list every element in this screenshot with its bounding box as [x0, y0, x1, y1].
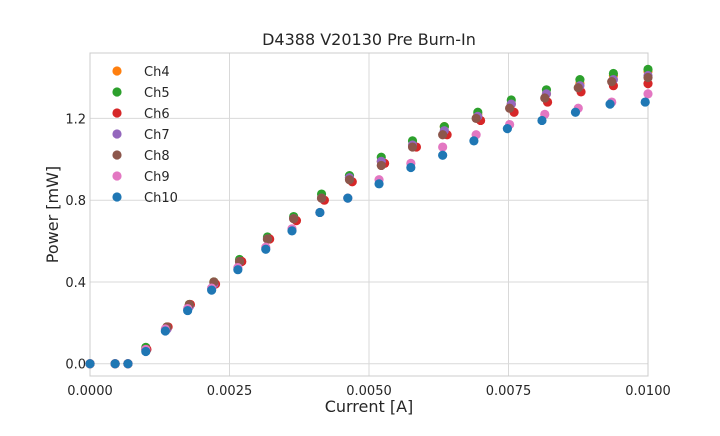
data-point: [438, 142, 448, 152]
data-point: [406, 162, 416, 173]
data-points: [85, 64, 653, 369]
data-point: [207, 285, 217, 295]
x-tick-label: 0.0050: [346, 384, 392, 399]
series-ch10: [85, 97, 650, 369]
x-tick-labels: 0.0000 0.0025 0.0050 0.0075 0.0100: [67, 384, 671, 399]
data-point: [540, 93, 550, 103]
legend-marker: [112, 87, 122, 97]
x-tick-label: 0.0075: [486, 384, 532, 399]
legend-marker: [112, 129, 122, 139]
data-point: [374, 179, 384, 189]
data-point: [289, 213, 299, 224]
data-point: [262, 234, 273, 244]
y-tick-label: 1.2: [65, 112, 86, 127]
legend-marker: [112, 66, 122, 76]
data-point: [570, 107, 581, 117]
data-point: [573, 83, 583, 93]
data-point: [287, 226, 297, 236]
plot-border: [89, 52, 649, 377]
data-point: [123, 359, 133, 369]
data-point: [643, 72, 653, 83]
legend-label: Ch6: [144, 107, 170, 122]
legend-marker: [112, 108, 122, 118]
x-tick-label: 0.0025: [207, 384, 253, 399]
legend-marker: [112, 171, 122, 181]
data-point: [315, 207, 325, 218]
x-axis-label: Current [A]: [325, 397, 414, 416]
data-point: [316, 193, 327, 203]
legend-label: Ch4: [144, 65, 170, 80]
legend-marker: [112, 192, 122, 202]
y-tick-labels: 0.0 0.4 0.8 1.2: [65, 112, 86, 372]
data-point: [85, 359, 95, 369]
data-point: [141, 346, 151, 357]
chart-title: D4388 V20130 Pre Burn-In: [262, 30, 476, 49]
data-point: [502, 124, 512, 134]
data-point: [110, 359, 120, 369]
y-axis-label: Power [mW]: [43, 166, 62, 263]
data-point: [233, 265, 243, 275]
y-tick-label: 0.8: [65, 194, 86, 209]
data-point: [640, 97, 650, 107]
plot-frame: [89, 52, 649, 377]
data-point: [607, 77, 617, 87]
data-point: [505, 103, 515, 113]
legend-label: Ch8: [144, 149, 170, 164]
data-point: [471, 113, 481, 124]
x-tick-label: 0.0000: [67, 384, 113, 399]
legend-label: Ch7: [144, 128, 170, 143]
data-point: [605, 99, 615, 109]
y-tick-label: 0.4: [65, 276, 86, 291]
x-tick-label: 0.0100: [625, 384, 671, 399]
data-point: [261, 244, 271, 254]
legend-label: Ch10: [144, 191, 178, 206]
data-point: [376, 160, 386, 171]
data-point: [344, 175, 355, 185]
data-point: [407, 142, 418, 152]
data-point: [438, 130, 448, 140]
legend-label: Ch5: [144, 86, 170, 101]
data-point: [469, 136, 479, 146]
legend-marker: [112, 150, 122, 160]
data-point: [537, 115, 547, 126]
y-tick-label: 0.0: [65, 358, 86, 373]
data-point: [343, 193, 353, 203]
data-point: [160, 326, 170, 336]
legend: Ch4 Ch5 Ch6 Ch7 Ch8 Ch9 Ch10: [112, 65, 178, 206]
data-point: [643, 89, 653, 99]
data-point: [438, 150, 448, 160]
data-point: [183, 305, 193, 316]
legend-label: Ch9: [144, 170, 170, 185]
